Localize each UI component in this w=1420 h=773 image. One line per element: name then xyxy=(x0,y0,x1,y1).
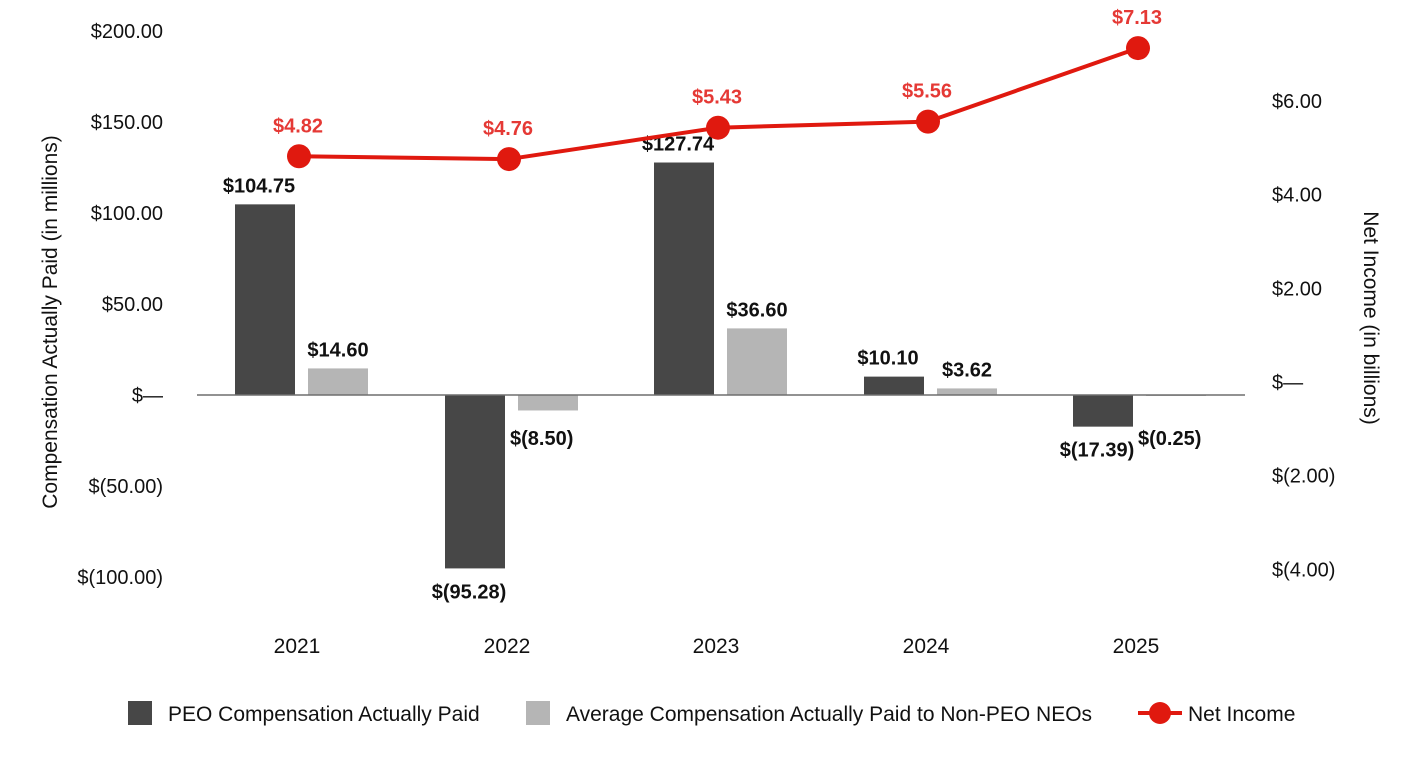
legend-label-non-peo: Average Compensation Actually Paid to No… xyxy=(566,703,1092,726)
left-axis-ticks: $200.00 $150.00 $100.00 $50.00 $— $(50.00) $(1… xyxy=(77,21,163,589)
right-axis-tick-label: $6.00 xyxy=(1272,91,1322,113)
net-income-point xyxy=(916,109,940,134)
peo-compensation-value-label: $(17.39) xyxy=(1060,440,1135,462)
non-peo-compensation-value-label: $3.62 xyxy=(942,359,992,381)
peo-compensation-value-label: $10.10 xyxy=(857,348,918,370)
peo-compensation-bar xyxy=(864,376,924,395)
category-labels: 2021 2022 2023 2024 2025 xyxy=(274,635,1160,658)
peo-compensation-value-label: $104.75 xyxy=(223,175,295,197)
legend-label-peo: PEO Compensation Actually Paid xyxy=(168,703,480,726)
non-peo-compensation-bar xyxy=(308,368,368,395)
peo-compensation-bar xyxy=(1073,395,1133,427)
net-income-value-label: $4.82 xyxy=(273,115,323,137)
category-label: 2024 xyxy=(903,635,950,658)
left-axis-tick-label: $— xyxy=(132,385,163,407)
left-axis-tick-label: $(100.00) xyxy=(77,567,163,589)
left-axis-title: Compensation Actually Paid (in millions) xyxy=(39,135,62,509)
right-axis-ticks: $6.00 $4.00 $2.00 $— $(2.00) $(4.00) xyxy=(1272,91,1335,581)
right-axis-tick-label: $4.00 xyxy=(1272,185,1322,207)
legend-label-net-income: Net Income xyxy=(1188,703,1295,726)
non-peo-compensation-value-label: $36.60 xyxy=(726,299,787,321)
net-income-point xyxy=(706,115,730,140)
net-income-value-label: $7.13 xyxy=(1112,7,1162,29)
net-income-value-label: $5.56 xyxy=(902,81,952,103)
left-axis-tick-label: $(50.00) xyxy=(89,476,164,498)
non-peo-compensation-bar xyxy=(937,388,997,395)
non-peo-compensation-bar xyxy=(518,395,578,411)
peo-compensation-value-label: $127.74 xyxy=(642,134,715,156)
non-peo-compensation-value-label: $14.60 xyxy=(307,339,368,361)
net-income-value-label: $4.76 xyxy=(483,118,533,140)
net-income-point xyxy=(287,144,311,169)
category-label: 2023 xyxy=(693,635,740,658)
non-peo-compensation-value-label: $(0.25) xyxy=(1138,428,1201,450)
peo-compensation-bar xyxy=(654,162,714,395)
bar-series xyxy=(235,162,1206,569)
bar-data-labels: $104.75 $(95.28) $127.74 $10.10 $(17.39) $14.… xyxy=(223,134,1202,604)
non-peo-compensation-value-label: $(8.50) xyxy=(510,428,573,450)
peo-compensation-bar xyxy=(235,204,295,395)
left-axis-tick-label: $100.00 xyxy=(91,203,163,225)
legend-swatch-non-peo xyxy=(526,701,550,725)
right-axis-tick-label: $2.00 xyxy=(1272,278,1322,300)
legend-swatch-peo xyxy=(128,701,152,725)
left-axis-tick-label: $50.00 xyxy=(102,294,163,316)
right-axis-tick-label: $— xyxy=(1272,372,1303,394)
net-income-point xyxy=(497,147,521,172)
category-label: 2021 xyxy=(274,635,321,658)
net-income-point xyxy=(1126,36,1150,61)
left-axis-tick-label: $150.00 xyxy=(91,112,163,134)
non-peo-compensation-bar xyxy=(727,328,787,395)
net-income-value-label: $5.43 xyxy=(692,87,742,109)
left-axis-tick-label: $200.00 xyxy=(91,21,163,43)
legend: PEO Compensation Actually Paid Average C… xyxy=(128,701,1295,726)
category-label: 2022 xyxy=(484,635,531,658)
right-axis-tick-label: $(4.00) xyxy=(1272,559,1335,581)
right-axis-tick-label: $(2.00) xyxy=(1272,466,1335,488)
net-income-series: $4.82 $4.76 $5.43 $5.56 $7.13 xyxy=(273,7,1162,172)
category-label: 2025 xyxy=(1113,635,1160,658)
right-axis-title: Net Income (in billions) xyxy=(1359,211,1382,425)
legend-marker-net-income xyxy=(1149,702,1171,724)
peo-compensation-bar xyxy=(445,395,505,569)
peo-compensation-value-label: $(95.28) xyxy=(432,581,507,603)
